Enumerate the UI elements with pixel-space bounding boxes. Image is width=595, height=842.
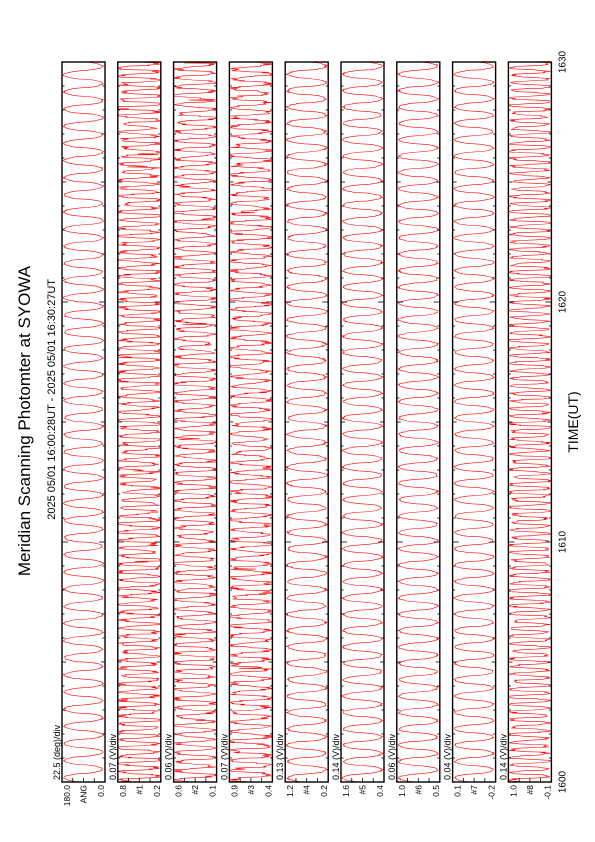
panel-3: 0.6 0.1 #2 0.06 (V)/div <box>164 61 218 797</box>
panel-6: 1.6 0.4 #5 0.14 (V)/div <box>331 61 385 797</box>
y-tick-label: 0.2 <box>152 785 162 797</box>
panel-4: 0.9 0.4 #3 0.07 (V)/div <box>219 61 273 797</box>
panel-5: 1.2 0.2 #4 0.13 (V)/div <box>275 61 329 797</box>
channel-label: #2 <box>190 785 200 795</box>
scale-label: 0.06 (V)/div <box>387 733 397 780</box>
scale-label: 0.04 (V)/div <box>443 733 453 780</box>
y-tick-label: -0.1 <box>542 785 552 800</box>
y-tick-label: 0.9 <box>229 785 239 797</box>
y-tick-label: 0.4 <box>263 785 273 797</box>
x-axis-label: TIME(UT) <box>565 391 581 452</box>
panel-9: 1.0 -0.1 #8 0.14 (V)/div <box>498 61 552 800</box>
panel-stack: 180.0 0.0 ANG 22.5 (deg)/div 0.8 0.2 #1 0.07 (V… <box>52 61 552 807</box>
channel-label: #8 <box>525 785 535 795</box>
y-tick-label: 180.0 <box>62 785 72 807</box>
channel-label: #6 <box>413 785 423 795</box>
y-tick-label: 1.6 <box>341 785 351 797</box>
y-tick-label: 0.2 <box>319 785 329 797</box>
x-tick-label: 1600 <box>557 770 568 793</box>
channel-label: #3 <box>246 785 256 795</box>
trace-line <box>229 61 273 783</box>
x-tick-label: 1630 <box>557 50 568 73</box>
y-tick-label: 0.4 <box>375 785 385 797</box>
scale-label: 0.07 (V)/div <box>219 733 229 780</box>
trace-line <box>396 61 440 783</box>
y-tick-label: 0.5 <box>431 785 441 797</box>
x-tick-labels: 1600 1610 1620 1630 <box>557 50 568 793</box>
trace-line <box>340 61 385 783</box>
panel-2: 0.8 0.2 #1 0.07 (V)/div <box>108 61 162 797</box>
trace-line <box>117 61 162 783</box>
channel-label: #4 <box>302 785 312 795</box>
time-range-label: 2025 05/01 16:00:28UT - 2025 05/01 16:30… <box>46 279 58 520</box>
x-tick-label: 1620 <box>557 290 568 313</box>
y-tick-label: 0.1 <box>208 785 218 797</box>
panel-8: 0.1 -0.2 #7 0.04 (V)/div <box>443 61 497 800</box>
chart-title: Meridian Scanning Photomter at SYOWA <box>15 265 34 576</box>
y-tick-label: 0.8 <box>118 785 128 797</box>
scale-label: 0.13 (V)/div <box>275 733 285 780</box>
scale-label: 22.5 (deg)/div <box>52 724 62 780</box>
y-tick-label: 0.0 <box>96 785 106 797</box>
trace-line <box>508 61 552 783</box>
panel-1: 180.0 0.0 ANG 22.5 (deg)/div <box>52 61 106 807</box>
trace-line <box>284 61 329 783</box>
scale-label: 0.06 (V)/div <box>164 733 174 780</box>
trace-line <box>452 61 496 783</box>
scale-label: 0.14 (V)/div <box>498 733 508 780</box>
channel-label: #7 <box>469 785 479 795</box>
scale-label: 0.07 (V)/div <box>108 733 118 780</box>
y-tick-label: 0.1 <box>453 785 463 797</box>
scale-label: 0.14 (V)/div <box>331 733 341 780</box>
trace-line <box>62 61 105 783</box>
y-tick-label: 1.2 <box>285 785 295 797</box>
x-tick-label: 1610 <box>557 530 568 553</box>
y-tick-label: 0.6 <box>174 785 184 797</box>
channel-label: #1 <box>134 785 144 795</box>
channel-label: ANG <box>79 785 89 803</box>
panel-7: 1.0 0.5 #6 0.06 (V)/div <box>387 61 441 797</box>
y-tick-label: -0.2 <box>487 785 497 800</box>
y-tick-label: 1.0 <box>397 785 407 797</box>
trace-line <box>173 61 217 783</box>
y-tick-label: 1.0 <box>508 785 518 797</box>
channel-label: #5 <box>358 785 368 795</box>
